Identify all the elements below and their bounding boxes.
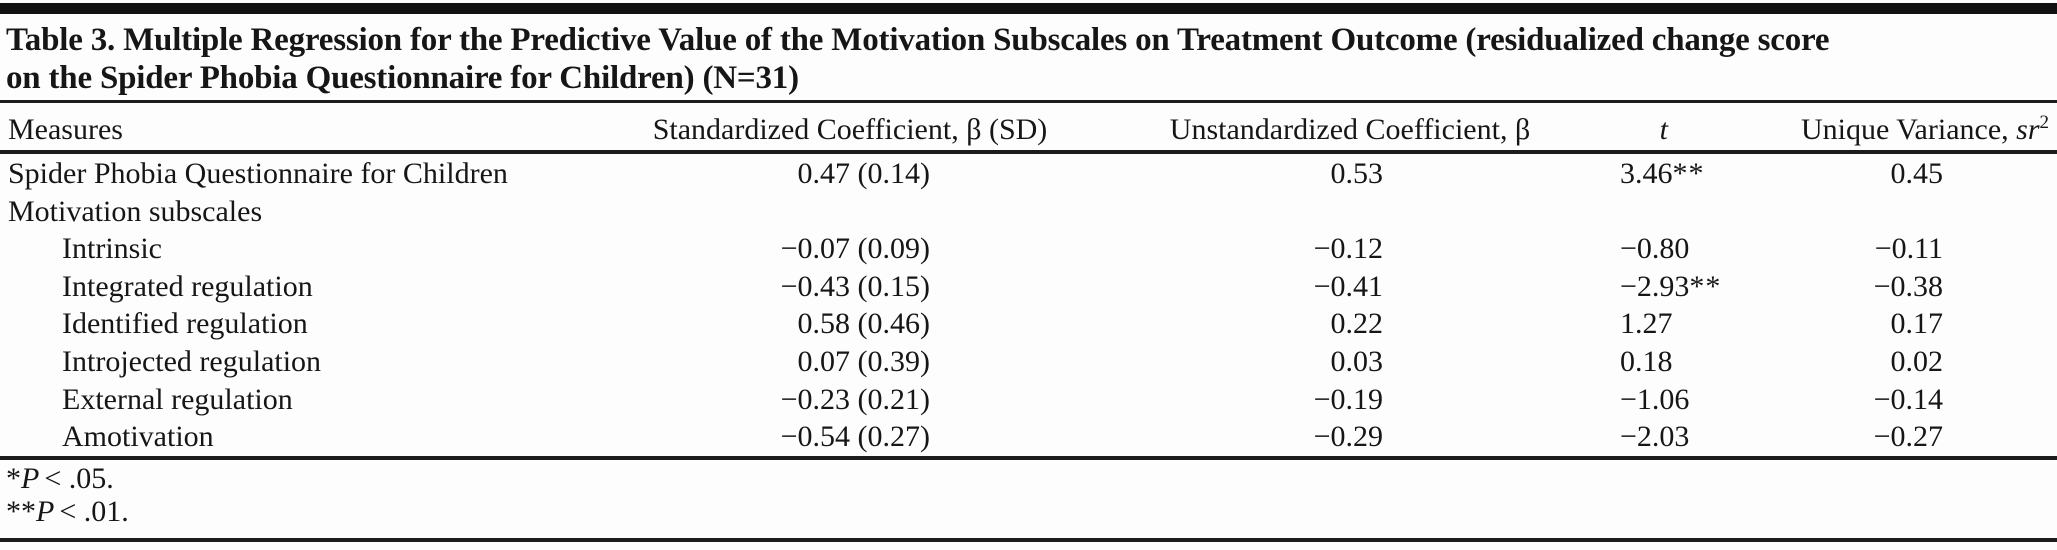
cell-standardized-coefficient: 0.58 (0.46) bbox=[797, 307, 930, 341]
cell-unstandardized-coefficient: −0.29 bbox=[1313, 420, 1383, 454]
cell-unique-variance: −0.14 bbox=[1873, 382, 1943, 416]
cell-measure-label: Introjected regulation bbox=[62, 344, 322, 378]
t-number: 1.27 bbox=[1620, 307, 1673, 341]
cell-standardized-coefficient bbox=[620, 193, 1080, 231]
cell-unique-variance: 0.17 bbox=[1890, 307, 1944, 341]
cell-unique-variance: −0.11 bbox=[1874, 232, 1943, 266]
t-number: 3.46 bbox=[1620, 157, 1673, 190]
cell-standardized-coefficient: 0.47 (0.14) bbox=[797, 157, 930, 190]
table-row: External regulation −0.23 (0.21) −0.19 −… bbox=[0, 381, 2057, 419]
footnote-marker: ** bbox=[6, 495, 36, 528]
significance-stars bbox=[1673, 343, 1741, 381]
cell-unstandardized-coefficient bbox=[1080, 193, 1620, 231]
t-number bbox=[1620, 193, 1660, 231]
cell-standardized-coefficient: −0.54 (0.27) bbox=[780, 420, 930, 454]
cell-unique-variance: 0.45 bbox=[1890, 157, 1944, 190]
t-number: −1.06 bbox=[1620, 382, 1690, 416]
significance-stars bbox=[1689, 418, 1740, 456]
cell-t-value: −1.06 bbox=[1620, 381, 1740, 419]
table-title-line-2: on the Spider Phobia Questionnaire for C… bbox=[6, 60, 799, 96]
cell-t-value: −2.93 ** bbox=[1620, 268, 1740, 306]
significance-stars bbox=[1660, 193, 1740, 231]
cell-unique-variance: −0.38 bbox=[1873, 269, 1943, 303]
footnote: **P < .01. bbox=[6, 495, 129, 528]
column-header-measures-label: Measures bbox=[8, 113, 123, 146]
significance-stars: ** bbox=[1672, 157, 1705, 190]
cell-measure-label: Integrated regulation bbox=[62, 269, 313, 303]
cell-standardized-coefficient: −0.07 (0.09) bbox=[780, 232, 930, 266]
significance-stars bbox=[1689, 230, 1740, 268]
column-header-unstandardized-coefficient: Unstandardized Coefficient, β bbox=[1080, 103, 1620, 150]
column-header-unique-variance-label: Unique Variance, sr2 bbox=[1801, 113, 2049, 147]
footnote-condition: < .01. bbox=[59, 495, 129, 528]
table-row: Spider Phobia Questionnaire for Children… bbox=[0, 155, 2057, 193]
footnote-symbol: P bbox=[21, 462, 40, 495]
cell-t-value: −0.80 bbox=[1620, 230, 1740, 268]
rule-above-footnotes bbox=[0, 456, 2057, 460]
footnote-condition: < .05. bbox=[44, 462, 114, 495]
cell-unstandardized-coefficient: −0.12 bbox=[1313, 232, 1383, 266]
top-rule-bar bbox=[0, 3, 2057, 14]
unique-variance-symbol: sr bbox=[2016, 113, 2040, 146]
rule-under-title bbox=[0, 100, 2057, 103]
rule-under-header bbox=[0, 150, 2057, 154]
cell-t-value: 1.27 bbox=[1620, 305, 1740, 343]
cell-t-value: 3.46 ** bbox=[1620, 155, 1740, 193]
table-row: Introjected regulation 0.07 (0.39) 0.03 … bbox=[0, 343, 2057, 381]
cell-unstandardized-coefficient: −0.41 bbox=[1313, 269, 1383, 303]
column-header-unique-variance: Unique Variance, sr2 bbox=[1740, 103, 2057, 150]
cell-measure-label: Spider Phobia Questionnaire for Children bbox=[8, 157, 508, 190]
cell-standardized-coefficient: −0.43 (0.15) bbox=[780, 269, 930, 303]
table-title-line-1: Table 3. Multiple Regression for the Pre… bbox=[6, 22, 1830, 58]
cell-unique-variance: 0.02 bbox=[1890, 344, 1944, 378]
cell-t-value bbox=[1620, 193, 1740, 231]
significance-stars bbox=[1689, 381, 1740, 419]
table-row-group-label: Motivation subscales bbox=[0, 193, 2057, 231]
table-row: Amotivation −0.54 (0.27) −0.29 −2.03 −0.… bbox=[0, 418, 2057, 456]
footnote-symbol: P bbox=[36, 495, 55, 528]
column-header-standardized-coefficient: Standardized Coefficient, β (SD) bbox=[620, 103, 1080, 150]
t-number: 0.18 bbox=[1620, 344, 1673, 378]
significance-stars: ** bbox=[1689, 269, 1722, 303]
cell-measure-label: External regulation bbox=[62, 382, 293, 416]
cell-unstandardized-coefficient: 0.53 bbox=[1330, 157, 1384, 190]
t-number: −0.80 bbox=[1620, 232, 1690, 266]
cell-unique-variance bbox=[1740, 193, 2057, 231]
column-header-t: t bbox=[1620, 103, 1740, 150]
cell-unstandardized-coefficient: −0.19 bbox=[1313, 382, 1383, 416]
column-header-measures: Measures bbox=[0, 103, 620, 150]
table-row: Integrated regulation −0.43 (0.15) −0.41… bbox=[0, 268, 2057, 306]
significance-stars bbox=[1673, 305, 1741, 343]
table-row: Intrinsic −0.07 (0.09) −0.12 −0.80 −0.11 bbox=[0, 230, 2057, 268]
cell-standardized-coefficient: 0.07 (0.39) bbox=[797, 344, 930, 378]
cell-unique-variance: −0.27 bbox=[1873, 420, 1943, 454]
cell-measure-label: Intrinsic bbox=[62, 232, 162, 266]
column-header-t-label: t bbox=[1659, 113, 1668, 146]
table-header-row: Measures Standardized Coefficient, β (SD… bbox=[0, 103, 2057, 150]
column-header-unstandardized-label: Unstandardized Coefficient, β bbox=[1169, 113, 1531, 146]
cell-measure-label: Amotivation bbox=[62, 420, 214, 454]
t-number: −2.93 bbox=[1620, 269, 1690, 303]
t-number: −2.03 bbox=[1620, 420, 1690, 454]
cell-unstandardized-coefficient: 0.03 bbox=[1330, 344, 1384, 378]
rule-bottom bbox=[0, 538, 2057, 542]
cell-unstandardized-coefficient: 0.22 bbox=[1330, 307, 1384, 341]
cell-t-value: 0.18 bbox=[1620, 343, 1740, 381]
cell-t-value: −2.03 bbox=[1620, 418, 1740, 456]
table-row: Identified regulation 0.58 (0.46) 0.22 1… bbox=[0, 305, 2057, 343]
unique-variance-superscript: 2 bbox=[2039, 112, 2050, 133]
table-title: Table 3. Multiple Regression for the Pre… bbox=[6, 21, 1830, 97]
table-footnotes: *P < .05. **P < .01. bbox=[6, 462, 129, 528]
unique-variance-prefix: Unique Variance, bbox=[1800, 113, 2017, 146]
cell-standardized-coefficient: −0.23 (0.21) bbox=[780, 382, 930, 416]
cell-measure-label: Motivation subscales bbox=[8, 194, 263, 228]
table-body: Spider Phobia Questionnaire for Children… bbox=[0, 155, 2057, 456]
cell-measure-label: Identified regulation bbox=[62, 307, 308, 341]
column-header-standardized-label: Standardized Coefficient, β (SD) bbox=[652, 113, 1048, 146]
footnote: *P < .05. bbox=[6, 462, 129, 495]
footnote-marker: * bbox=[6, 462, 21, 495]
